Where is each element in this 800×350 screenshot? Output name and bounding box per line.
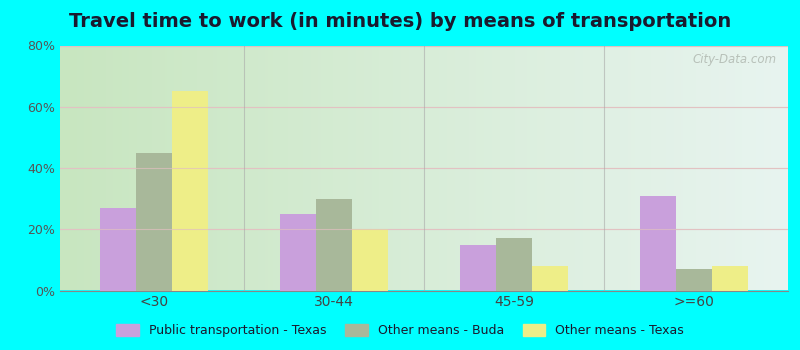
Bar	[352, 229, 388, 290]
Legend: Public transportation - Texas, Other means - Buda, Other means - Texas: Public transportation - Texas, Other mea…	[111, 319, 689, 342]
Bar	[532, 266, 568, 290]
Text: City-Data.com: City-Data.com	[693, 53, 777, 66]
Bar	[100, 208, 136, 290]
Bar	[496, 238, 532, 290]
Bar	[172, 91, 208, 290]
Text: Travel time to work (in minutes) by means of transportation: Travel time to work (in minutes) by mean…	[69, 12, 731, 31]
Bar	[460, 245, 496, 290]
Bar	[640, 196, 676, 290]
Bar	[676, 269, 712, 290]
Bar	[316, 199, 352, 290]
Bar	[280, 214, 316, 290]
Bar	[712, 266, 748, 290]
Bar	[136, 153, 172, 290]
